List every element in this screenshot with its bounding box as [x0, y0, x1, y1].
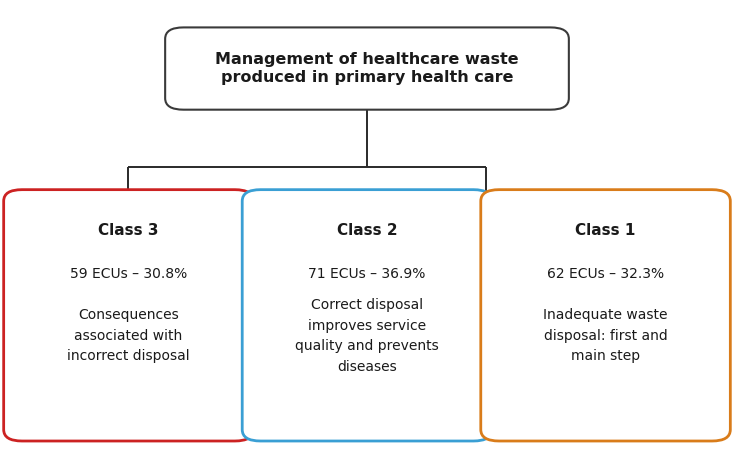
- Text: Management of healthcare waste
produced in primary health care: Management of healthcare waste produced …: [215, 53, 519, 85]
- Text: Correct disposal
improves service
quality and prevents
diseases: Correct disposal improves service qualit…: [295, 298, 439, 374]
- FancyBboxPatch shape: [4, 190, 253, 441]
- FancyBboxPatch shape: [481, 190, 730, 441]
- Text: Class 3: Class 3: [98, 223, 159, 238]
- FancyBboxPatch shape: [242, 190, 492, 441]
- FancyBboxPatch shape: [165, 27, 569, 110]
- Text: Inadequate waste
disposal: first and
main step: Inadequate waste disposal: first and mai…: [543, 308, 668, 363]
- Text: 62 ECUs – 32.3%: 62 ECUs – 32.3%: [547, 267, 664, 281]
- Text: 71 ECUs – 36.9%: 71 ECUs – 36.9%: [308, 267, 426, 281]
- Text: Class 2: Class 2: [337, 223, 397, 238]
- Text: Class 1: Class 1: [575, 223, 636, 238]
- Text: Consequences
associated with
incorrect disposal: Consequences associated with incorrect d…: [67, 308, 190, 363]
- Text: 59 ECUs – 30.8%: 59 ECUs – 30.8%: [70, 267, 187, 281]
